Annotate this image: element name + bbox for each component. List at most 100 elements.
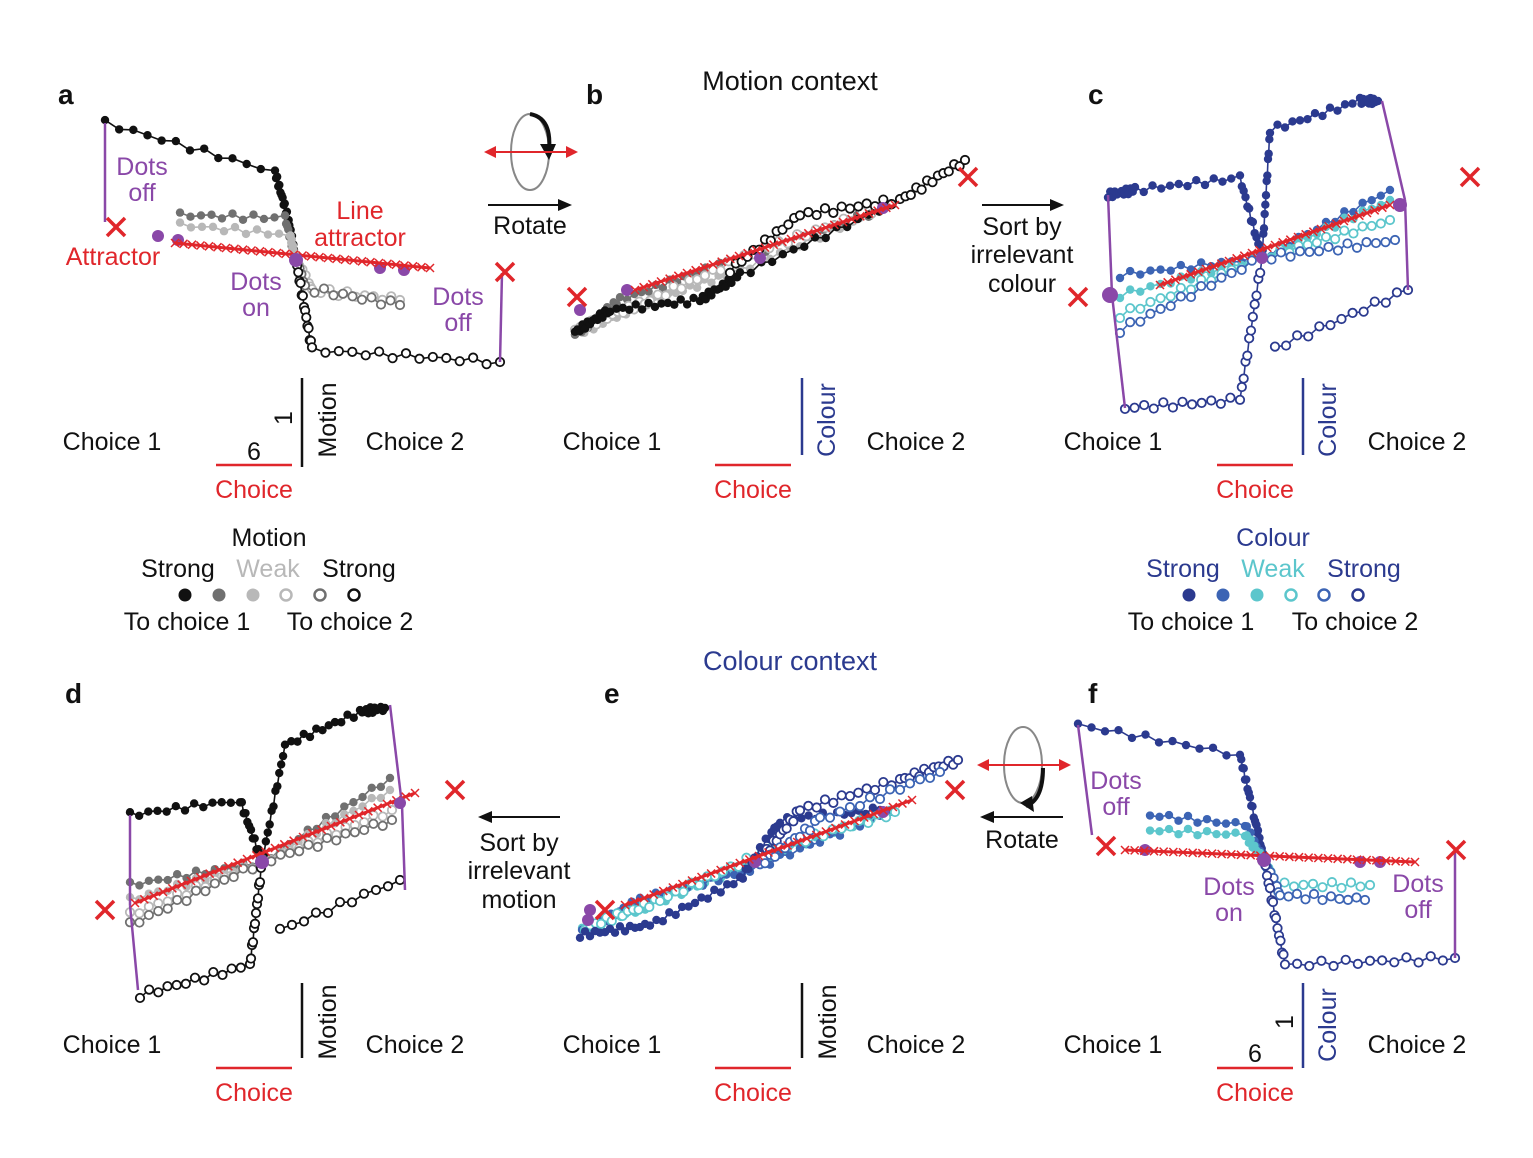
panel-c-strong-1b-point <box>1264 149 1273 158</box>
panel-c-weak-2-point <box>1375 218 1386 229</box>
panel-a-weakest-1-point <box>175 218 185 227</box>
panel-a-line-attractor-mark <box>416 262 427 272</box>
legend-marker <box>1317 588 1331 602</box>
panel-a-weakest-1-point <box>230 222 240 232</box>
panel-f-mid-1-point <box>1164 810 1174 820</box>
panel-c-strong-1-point <box>1192 175 1201 185</box>
panel-c-strong-1-point <box>1241 192 1250 202</box>
panel-c-line-attractor-mark <box>1293 232 1303 242</box>
rotation-arrowhead-icon <box>1020 796 1034 812</box>
panel-e-weak-2-point <box>863 817 874 829</box>
panel-c-mid-1-point <box>1146 266 1155 275</box>
panel-c-strong-1-point <box>1148 181 1157 190</box>
panel-d-axes: Choice 1 Choice 2 Choice Motion <box>63 983 464 1107</box>
panel-b-strong-1-point <box>682 300 692 309</box>
panel-f-line-attractor-mark <box>1130 845 1140 855</box>
arrowhead-icon <box>478 811 492 823</box>
legend-to-choice-1: To choice 1 <box>1128 608 1254 636</box>
panel-c-mid-2-point <box>1294 246 1306 257</box>
panel-d-strong-1-point <box>199 802 208 812</box>
legend-marker <box>347 588 361 602</box>
panel-b-line-attractor-mark <box>751 245 761 255</box>
panel-e-line-attractor-mark <box>811 830 821 840</box>
panel-b-strong-1-point <box>670 300 679 309</box>
panel-e-attractor-cross <box>944 779 966 801</box>
panel-d-weak-4-point <box>331 835 342 846</box>
dots-on-label: Dots <box>1203 873 1254 901</box>
panel-e-strong-1-point <box>775 818 785 827</box>
panel-e-dots-point <box>584 904 596 916</box>
panel-e-line-attractor-mark <box>668 882 678 893</box>
panel-c-strong-2-point <box>1236 381 1247 393</box>
panel-e-line-attractor-mark <box>706 868 716 879</box>
panel-c-strong-1b-point <box>1318 111 1327 121</box>
panel-d-line-attractor-mark <box>186 876 196 886</box>
sort-by-colour-transform: Sort by irrelevant colour <box>971 199 1073 298</box>
panel-a-strong-2-point <box>306 342 318 353</box>
panel-c-line-attractor-mark <box>1216 259 1226 269</box>
choice-axis-label: Choice <box>215 476 293 504</box>
panel-e-mid-1-point <box>795 844 805 853</box>
panel-d-strong-1-point <box>217 798 226 807</box>
panel-d-weak-4-point <box>303 839 314 850</box>
panel-d-strong-1b-point <box>380 703 390 713</box>
panel-b-strong-1-point <box>644 298 653 308</box>
panel-d-weak-4-point <box>321 832 333 844</box>
panel-f-weak-2-point <box>1307 878 1319 889</box>
panel-e-strong-1-point <box>652 915 661 925</box>
panel-f-strong-1-point <box>1242 775 1251 784</box>
panel-b-line-attractor-mark <box>769 240 779 250</box>
panel-b-strong-2-point <box>811 209 822 221</box>
panel-c-mid-2-point <box>1216 272 1227 283</box>
panel-d-strong-1-point <box>237 798 247 807</box>
panel-f-weak-1-point <box>1164 824 1174 834</box>
panel-c-mid-1-point <box>1385 185 1395 195</box>
panel-c-strong-1b-point <box>1265 135 1274 144</box>
panel-a-weakest-1-point <box>219 227 229 236</box>
panel-c-strong-2b-point <box>1292 330 1303 341</box>
panel-b-dots-point <box>574 304 586 316</box>
panel-d-weak-4-point <box>153 906 164 917</box>
panel-a-line-attractor-mark <box>204 241 214 251</box>
panel-f-mid-1-point <box>1212 818 1221 827</box>
panel-c-mid-1-point <box>1136 270 1145 279</box>
panel-c-strong-1b-point <box>1263 171 1272 180</box>
colour-context-title: Colour context <box>703 646 878 676</box>
panel-d-strong-1b-point <box>269 802 278 811</box>
panel-c-line-attractor-mark <box>1308 227 1318 237</box>
panel-c-mid-2-point <box>1226 267 1237 279</box>
panel-c-strong-1b-point <box>1310 109 1320 118</box>
panel-c-line-attractor-mark <box>1362 208 1372 218</box>
line-attractor-label: attractor <box>314 224 406 252</box>
panel-a-strong-1-point <box>157 136 166 145</box>
panel-d-strong-1b-point <box>263 828 272 837</box>
panel-a-weak-2-point <box>328 290 339 301</box>
panel-d-line-attractor-mark <box>373 803 383 813</box>
panel-c-weak-2-point <box>1366 220 1377 232</box>
panel-f-strong-1-point <box>1245 793 1255 802</box>
panel-a-line-attractor-mark <box>306 251 316 261</box>
panel-a-line-attractor-mark <box>348 255 359 266</box>
panel-f-weak-1-point <box>1202 826 1212 836</box>
panel-a-weak-2-point <box>366 292 377 303</box>
panel-f-strong-2-point <box>1279 959 1291 970</box>
panel-d-weak-4-point <box>181 895 192 907</box>
panel-c-strong-1-point <box>1165 181 1175 190</box>
panel-f-weak-1-point <box>1231 828 1240 837</box>
panel-c-strong-1b-point <box>1288 117 1297 126</box>
panel-f-line-attractor-mark <box>1294 852 1304 862</box>
choice-axis-label: Choice <box>215 1079 293 1107</box>
panel-a-line-attractor-mark <box>246 245 257 256</box>
panel-d-strong-2-point <box>134 992 146 1004</box>
panel-b-line-attractor-mark <box>881 203 891 213</box>
panel-d-strong-1b-point <box>293 737 302 746</box>
panel-e-line-attractor-mark <box>620 900 630 910</box>
panel-c-mid-2-point <box>1323 241 1334 253</box>
panel-c-mid-2-point <box>1304 246 1315 258</box>
panel-c-strong-1-point <box>1227 174 1236 183</box>
panel-d-line-attractor-mark <box>335 817 345 827</box>
panel-d-weak-4-point <box>209 878 220 889</box>
legend-marker <box>279 588 293 602</box>
panel-c-mid-2-point <box>1236 264 1247 275</box>
panel-a-weakest-1-point <box>186 223 196 232</box>
